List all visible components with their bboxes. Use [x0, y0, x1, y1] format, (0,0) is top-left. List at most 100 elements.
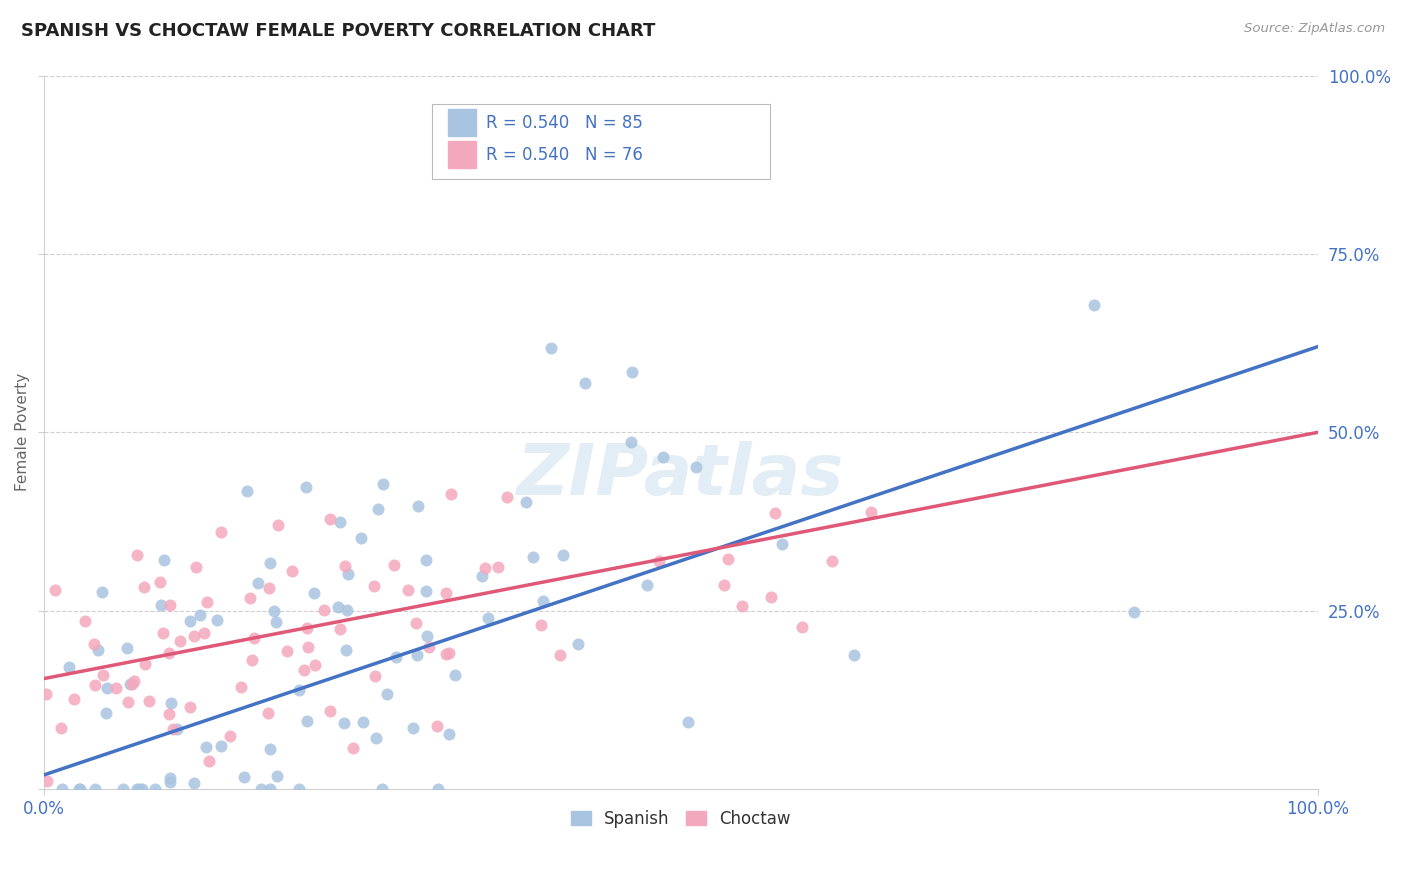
Point [859, 505, 882, 519]
Point [152, 552, 174, 566]
Point [233, 770, 256, 784]
Point [37, 774, 59, 789]
Point [437, 646, 460, 660]
FancyBboxPatch shape [433, 104, 770, 179]
Point [821, 554, 844, 568]
Point [401, 721, 423, 735]
Point [267, 517, 290, 532]
Point [150, 598, 173, 612]
Point [713, 578, 735, 592]
Point [522, 550, 544, 565]
Point [405, 616, 427, 631]
Point [676, 715, 699, 730]
Point [179, 700, 201, 714]
Point [770, 537, 793, 551]
Point [166, 722, 188, 736]
Point [319, 704, 342, 718]
Point [621, 366, 644, 380]
Point [121, 676, 143, 690]
Point [209, 739, 232, 753]
Point [471, 569, 494, 583]
Point [326, 599, 349, 614]
Point [731, 599, 754, 613]
Point [515, 495, 537, 509]
Point [319, 512, 342, 526]
Text: SPANISH VS CHOCTAW FEMALE POVERTY CORRELATION CHART: SPANISH VS CHOCTAW FEMALE POVERTY CORREL… [21, 22, 655, 40]
Point [69, 782, 91, 797]
Point [405, 648, 427, 662]
Point [426, 719, 449, 733]
Point [648, 554, 671, 568]
Point [651, 450, 673, 464]
Point [259, 782, 281, 797]
Point [342, 740, 364, 755]
Point [125, 548, 148, 562]
Point [370, 782, 392, 797]
Point [238, 591, 260, 606]
Point [1123, 605, 1146, 619]
Point [276, 644, 298, 658]
Point [259, 556, 281, 570]
Point [195, 595, 218, 609]
Text: Source: ZipAtlas.com: Source: ZipAtlas.com [1244, 22, 1385, 36]
Point [332, 716, 354, 731]
Point [120, 676, 142, 690]
Point [294, 480, 316, 494]
FancyBboxPatch shape [447, 109, 475, 136]
Point [235, 484, 257, 499]
Point [183, 776, 205, 790]
Point [717, 552, 740, 566]
Point [619, 435, 641, 450]
Point [242, 631, 264, 645]
Text: ZIPatlas: ZIPatlas [517, 441, 845, 509]
Point [162, 722, 184, 736]
Point [304, 658, 326, 673]
Point [266, 768, 288, 782]
Point [295, 620, 318, 634]
Text: R = 0.540   N = 85: R = 0.540 N = 85 [486, 113, 643, 132]
Point [132, 580, 155, 594]
Point [288, 782, 311, 797]
Y-axis label: Female Poverty: Female Poverty [15, 373, 30, 491]
Point [382, 558, 405, 572]
Point [96, 681, 118, 696]
Point [302, 586, 325, 600]
Point [337, 567, 360, 582]
Point [329, 622, 352, 636]
Point [117, 695, 139, 709]
Point [186, 560, 208, 574]
Point [90, 584, 112, 599]
Point [34, 687, 56, 701]
Point [207, 613, 229, 627]
Point [152, 625, 174, 640]
Point [364, 669, 387, 683]
Point [134, 657, 156, 672]
Point [415, 629, 437, 643]
Point [530, 617, 553, 632]
Point [540, 341, 562, 355]
Point [396, 582, 419, 597]
Point [259, 742, 281, 756]
Point [263, 604, 285, 618]
Point [763, 506, 786, 520]
Point [257, 706, 280, 721]
Point [350, 531, 373, 545]
Point [104, 681, 127, 695]
Point [553, 548, 575, 562]
Point [426, 782, 449, 797]
Point [183, 629, 205, 643]
Point [375, 687, 398, 701]
Point [67, 782, 90, 797]
Point [385, 650, 408, 665]
Point [574, 376, 596, 391]
Point [193, 625, 215, 640]
Point [434, 586, 457, 600]
Point [63, 692, 86, 706]
Point [143, 782, 166, 797]
Point [240, 653, 263, 667]
Point [91, 668, 114, 682]
Point [477, 611, 499, 625]
Point [131, 782, 153, 797]
Point [83, 637, 105, 651]
Point [125, 782, 148, 797]
